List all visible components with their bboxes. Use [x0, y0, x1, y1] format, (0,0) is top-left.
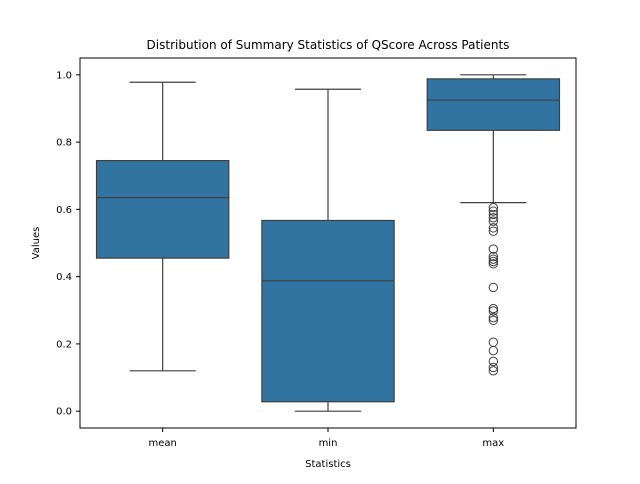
y-axis-tick-label: 0.4 [56, 272, 72, 283]
y-axis-label: Values [31, 227, 42, 260]
max-outlier-point [488, 315, 499, 326]
max-outlier-point [488, 362, 499, 373]
x-axis-tick-label: mean [148, 438, 176, 449]
max-outlier-point [488, 216, 499, 226]
max-outlier-point [488, 303, 499, 314]
max-outlier-point [488, 356, 499, 367]
max-outlier-point [488, 259, 499, 269]
max-outlier-point [488, 244, 499, 254]
max-outlier-point [488, 306, 499, 316]
max-outlier-point [488, 312, 499, 323]
mean-box [95, 159, 230, 259]
max-outlier-point [488, 256, 499, 267]
max-outlier-point [488, 202, 499, 213]
chart-marks [95, 74, 561, 412]
max-outlier-point [488, 337, 499, 347]
max-outlier-point [488, 226, 499, 236]
max-outlier-point [488, 206, 499, 216]
min-box [261, 219, 395, 403]
max-outlier-point [488, 209, 499, 220]
chart-axes: 0.0 0.2 0.4 0.6 0.8 1.0 mean min max [56, 70, 504, 449]
y-axis-tick-label: 0.8 [56, 138, 72, 149]
y-axis-tick-label: 1.0 [56, 70, 72, 81]
max-outlier-point [488, 251, 499, 262]
max-box [426, 78, 561, 131]
x-axis-tick-label: min [319, 438, 338, 449]
y-axis-tick-label: 0.2 [56, 339, 72, 350]
chart-title: Distribution of Summary Statistics of QS… [147, 38, 510, 52]
max-outlier-point [488, 213, 499, 223]
max-outlier-point [488, 366, 499, 376]
y-axis-tick-label: 0.6 [56, 205, 72, 216]
max-outlier-point [488, 254, 499, 264]
max-outlier-point [488, 223, 499, 233]
max-outlier-point [488, 345, 499, 356]
max-outlier-point [488, 282, 499, 293]
x-axis-label: Statistics [305, 459, 351, 470]
y-axis-tick-label: 0.0 [56, 407, 72, 418]
x-axis-tick-label: max [482, 438, 504, 449]
